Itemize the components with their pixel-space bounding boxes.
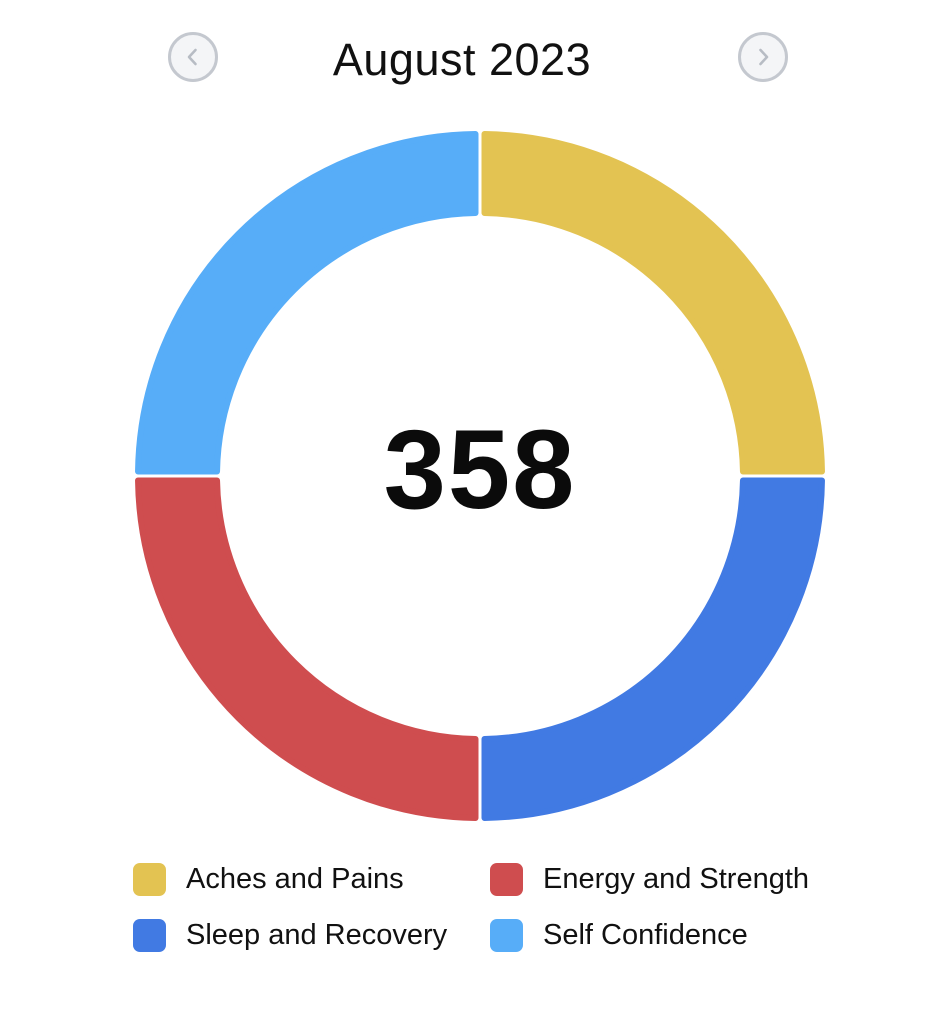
chevron-left-icon [187,48,197,66]
donut-segment-aches-and-pains[interactable] [481,131,825,475]
legend-swatch [133,918,166,952]
legend-label: Sleep and Recovery [186,918,448,951]
legend-item-aches-and-pains[interactable]: Aches and Pains [133,862,490,896]
donut-segment-energy-and-strength[interactable] [135,477,479,821]
legend-swatch [133,862,166,896]
donut-segment-self-confidence[interactable] [135,131,479,475]
chevron-right-icon [759,48,769,66]
chart-legend: Aches and Pains Energy and Strength Slee… [133,862,853,952]
legend-item-self-confidence[interactable]: Self Confidence [490,918,830,952]
previous-month-button[interactable] [168,32,218,82]
legend-label: Self Confidence [543,918,748,951]
legend-item-energy-and-strength[interactable]: Energy and Strength [490,862,830,896]
legend-swatch [490,862,523,896]
legend-label: Energy and Strength [543,862,810,895]
month-header: August 2023 [0,0,942,120]
legend-item-sleep-and-recovery[interactable]: Sleep and Recovery [133,918,490,952]
donut-chart-svg [135,131,825,821]
total-score: 358 [383,407,577,532]
month-title: August 2023 [332,34,592,85]
legend-label: Aches and Pains [186,862,404,895]
legend-swatch [490,918,523,952]
donut-chart [130,128,830,828]
donut-segment-sleep-and-recovery[interactable] [481,477,825,821]
next-month-button[interactable] [738,32,788,82]
